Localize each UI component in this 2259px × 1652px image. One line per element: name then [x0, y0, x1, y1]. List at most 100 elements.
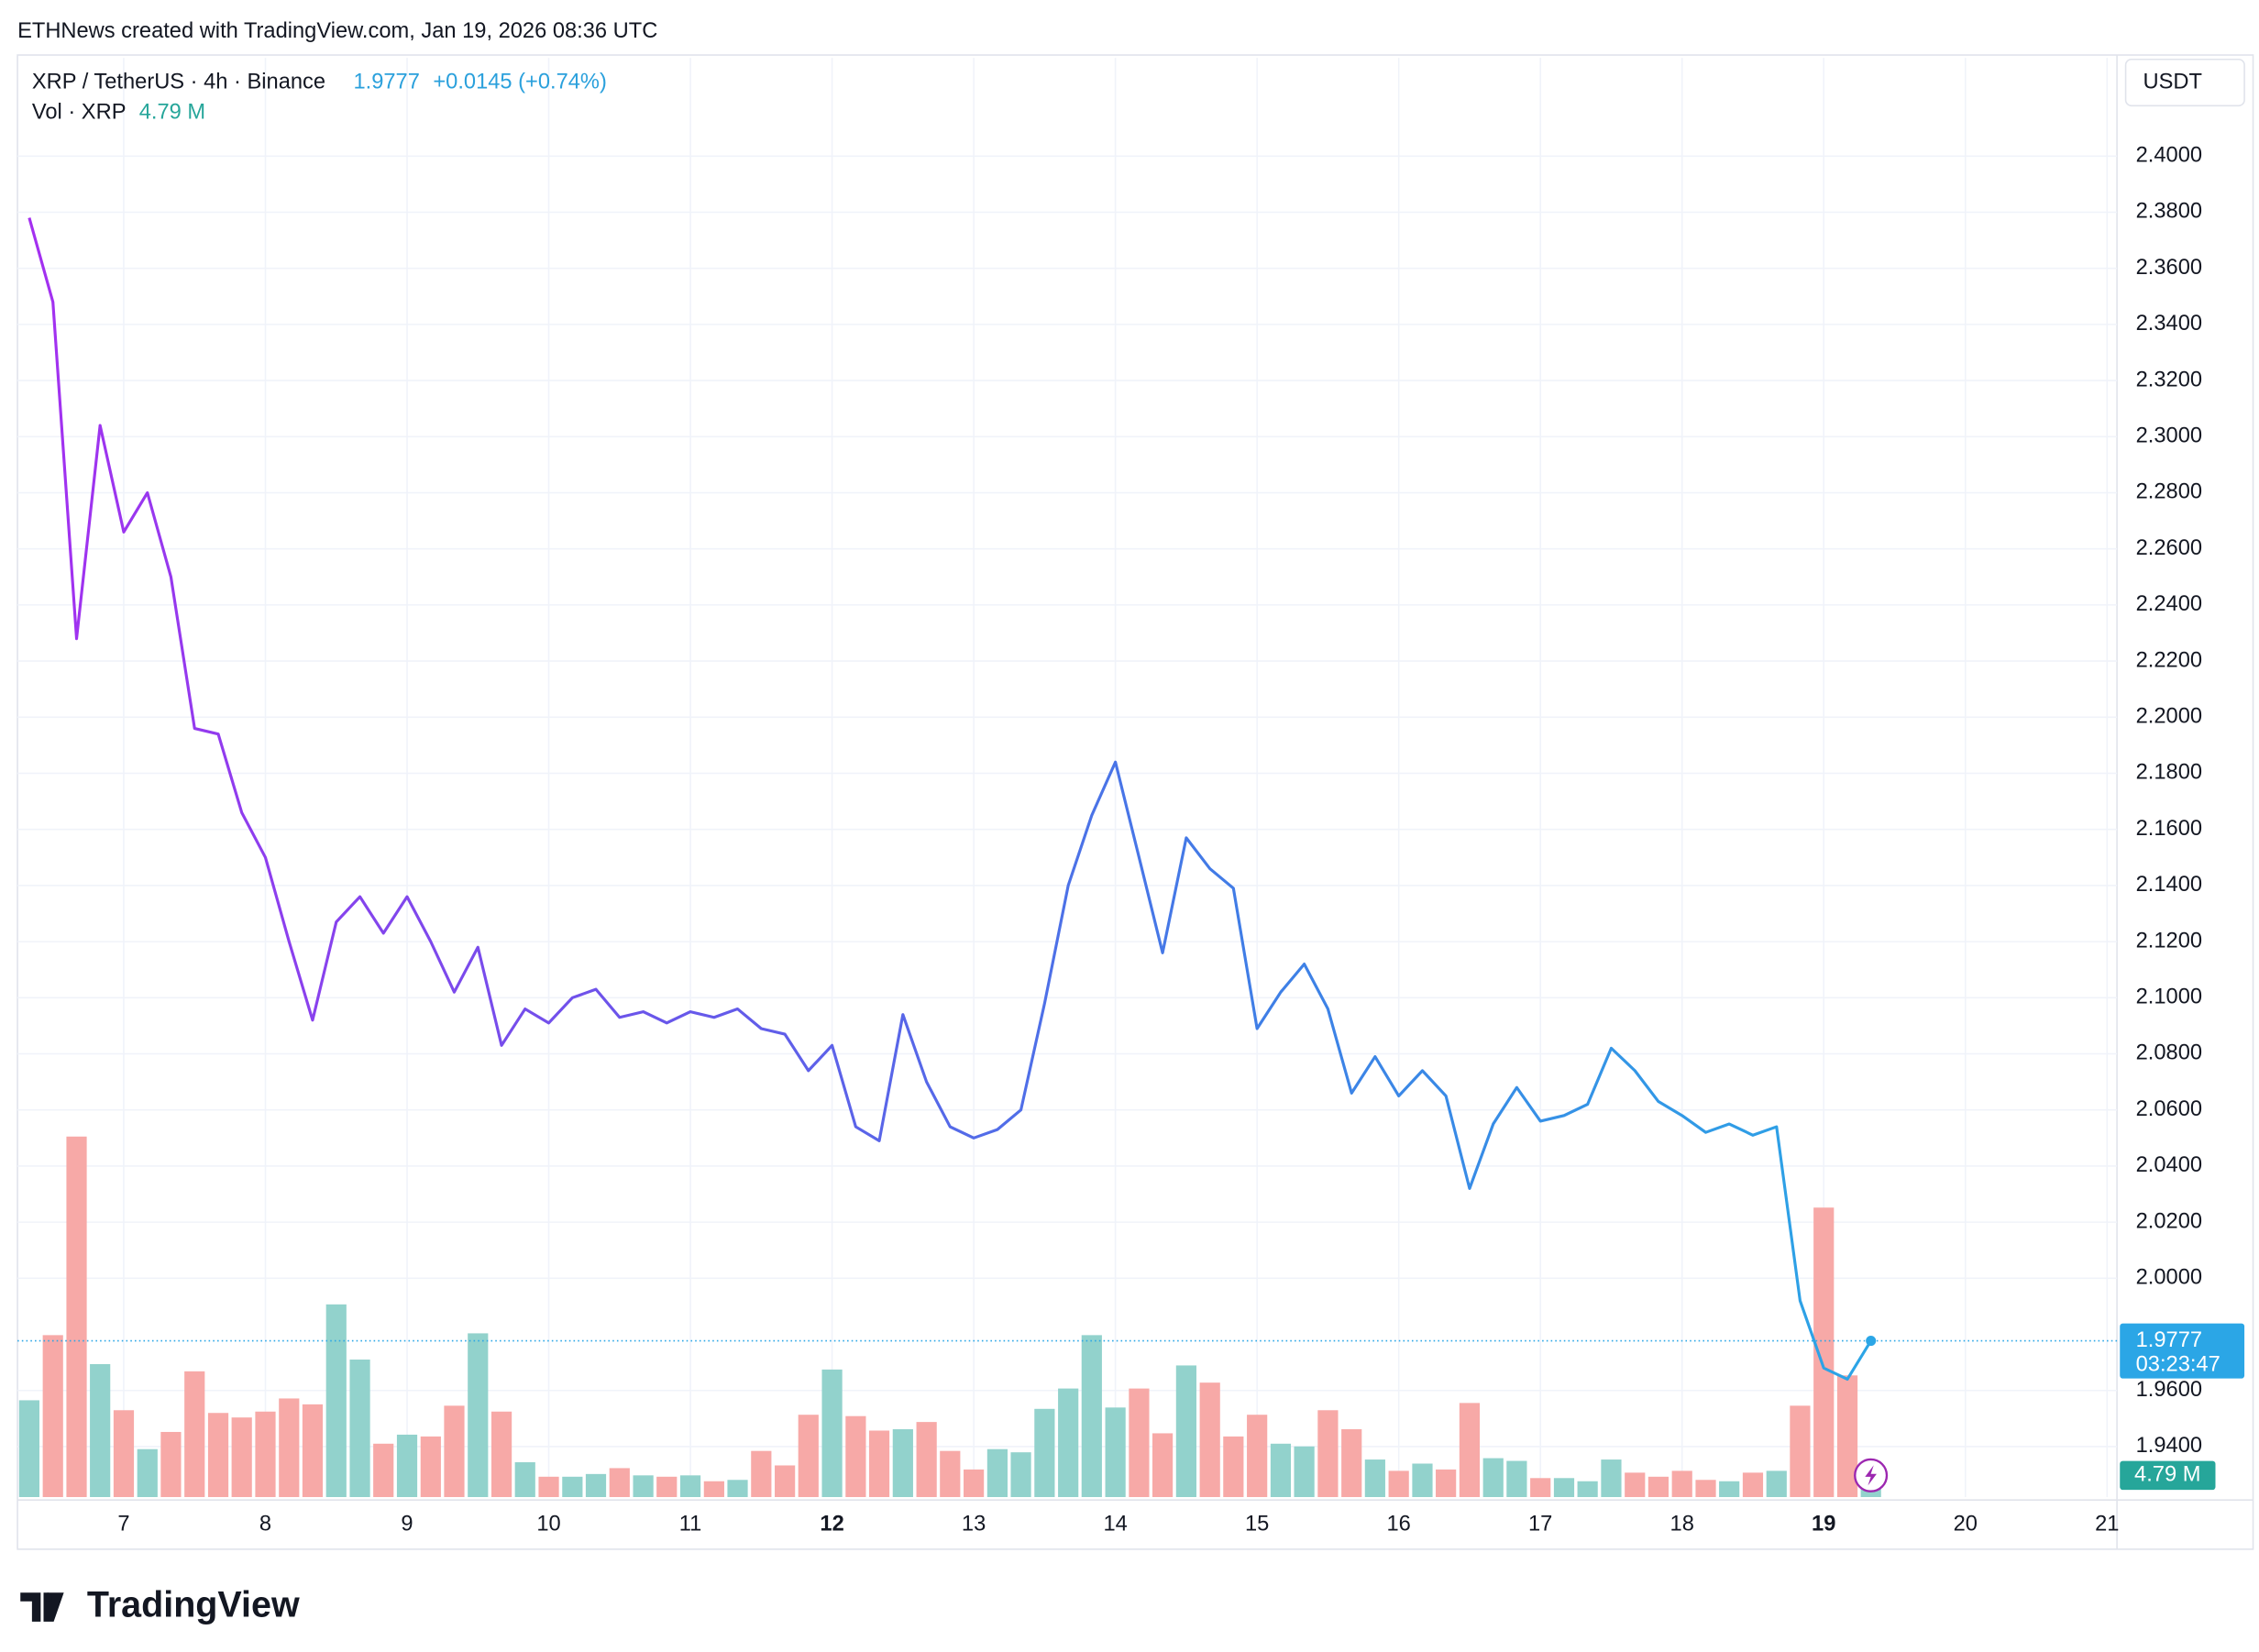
y-tick-label: 2.0800	[2136, 1041, 2202, 1065]
volume-bar	[184, 1371, 205, 1498]
volume-bar	[207, 1413, 229, 1498]
x-tick-label: 19	[1812, 1512, 1835, 1536]
volume-bar	[1647, 1476, 1669, 1498]
volume-bar	[468, 1333, 489, 1498]
y-tick-label: 1.9400	[2136, 1434, 2202, 1458]
price-change: +0.0145 (+0.74%)	[433, 70, 607, 94]
volume-bar	[1577, 1481, 1598, 1498]
volume-bar	[1175, 1365, 1196, 1498]
x-tick-label: 10	[536, 1512, 560, 1536]
volume-bar	[255, 1411, 276, 1498]
volume-bar	[279, 1398, 300, 1498]
countdown: 03:23:47	[2136, 1353, 2220, 1377]
volume-bar	[1317, 1410, 1339, 1498]
volume-bar	[1459, 1403, 1481, 1498]
volume-bar	[420, 1436, 441, 1498]
y-tick-label: 2.1800	[2136, 761, 2202, 785]
volume-bar	[1766, 1470, 1787, 1498]
last-price: 1.9777	[353, 70, 419, 94]
currency[interactable]: USDT	[2143, 70, 2202, 94]
y-tick-label: 2.2800	[2136, 480, 2202, 504]
y-tick-label: 2.1600	[2136, 817, 2202, 841]
volume-bar	[538, 1476, 559, 1498]
volume-bar	[1034, 1408, 1055, 1498]
x-tick-label: 7	[117, 1512, 129, 1536]
volume-bar	[845, 1415, 866, 1498]
volume-badge-label: 4.79 M	[2134, 1463, 2200, 1487]
volume-bar	[562, 1476, 583, 1498]
last-price-label: 1.9777	[2136, 1328, 2202, 1352]
volume-bar	[1058, 1388, 1079, 1498]
volume-bar	[633, 1475, 654, 1498]
y-tick-label: 2.0400	[2136, 1153, 2202, 1177]
volume-bar	[1223, 1436, 1244, 1498]
y-tick-label: 2.2600	[2136, 536, 2202, 560]
y-tick-label: 2.0000	[2136, 1266, 2202, 1290]
x-tick-label: 13	[962, 1512, 986, 1536]
volume-value: 4.79 M	[139, 100, 205, 124]
volume-bar	[1813, 1207, 1835, 1498]
volume-bar	[302, 1404, 324, 1498]
y-tick-label: 2.3200	[2136, 368, 2202, 391]
volume-bar	[373, 1443, 394, 1498]
volume-bar	[964, 1469, 985, 1498]
y-tick-label: 2.3600	[2136, 256, 2202, 280]
volume-bar	[656, 1476, 678, 1498]
symbol: XRP / TetherUS · 4h · Binance	[32, 70, 325, 94]
volume-bar	[1742, 1472, 1764, 1498]
volume-bar	[444, 1405, 465, 1498]
volume-bar	[986, 1448, 1008, 1498]
volume-bar	[1436, 1469, 1457, 1498]
currency-button[interactable]	[2124, 58, 2245, 107]
volume-bar	[137, 1448, 158, 1498]
volume-bar	[325, 1304, 347, 1498]
y-tick-label: 2.0600	[2136, 1097, 2202, 1121]
volume-bar	[1790, 1405, 1811, 1498]
y-tick-label: 2.2200	[2136, 648, 2202, 672]
volume-bar	[231, 1417, 252, 1498]
volume-bar	[1294, 1446, 1315, 1498]
credit: ETHNews created with TradingView.com, Ja…	[17, 19, 657, 43]
x-tick-label: 17	[1528, 1512, 1552, 1536]
volume-bar	[1199, 1382, 1220, 1498]
volume-bar	[18, 1400, 40, 1498]
x-tick-label: 15	[1245, 1512, 1269, 1536]
y-tick-label: 2.3000	[2136, 424, 2202, 448]
x-tick-label: 20	[1954, 1512, 1978, 1536]
x-tick-label: 12	[820, 1512, 843, 1536]
alert-bolt	[1865, 1465, 1877, 1486]
volume-bar	[1412, 1463, 1433, 1498]
volume-bar	[1364, 1459, 1385, 1498]
volume-bar	[821, 1369, 843, 1498]
volume-bar	[1105, 1407, 1126, 1498]
volume-bar	[1506, 1460, 1527, 1498]
volume-bar	[727, 1480, 748, 1498]
volume-bar	[703, 1481, 724, 1498]
volume-bar	[609, 1468, 630, 1498]
volume-bar	[775, 1465, 796, 1498]
volume-bar	[798, 1415, 819, 1498]
volume-bar	[490, 1411, 512, 1498]
last-price-badge	[2120, 1323, 2245, 1379]
x-tick-label: 21	[2095, 1512, 2119, 1536]
volume-badge	[2120, 1460, 2216, 1491]
x-tick-label: 16	[1386, 1512, 1410, 1536]
volume-bar	[1530, 1478, 1551, 1498]
volume-bar	[42, 1335, 63, 1498]
volume-bar	[396, 1434, 418, 1498]
y-tick-label: 1.9600	[2136, 1378, 2202, 1402]
x-tick-label: 9	[401, 1512, 413, 1536]
y-tick-label: 2.2000	[2136, 705, 2202, 729]
volume-bar	[1553, 1478, 1575, 1498]
volume-bar	[1388, 1470, 1409, 1498]
volume-bar	[868, 1430, 890, 1498]
y-tick-label: 2.0200	[2136, 1209, 2202, 1233]
y-tick-label: 2.1200	[2136, 929, 2202, 953]
volume-bar	[1601, 1459, 1622, 1498]
logo: TradingView	[20, 1584, 300, 1624]
volume-bar	[90, 1363, 111, 1498]
volume-label: Vol · XRP	[32, 100, 127, 124]
